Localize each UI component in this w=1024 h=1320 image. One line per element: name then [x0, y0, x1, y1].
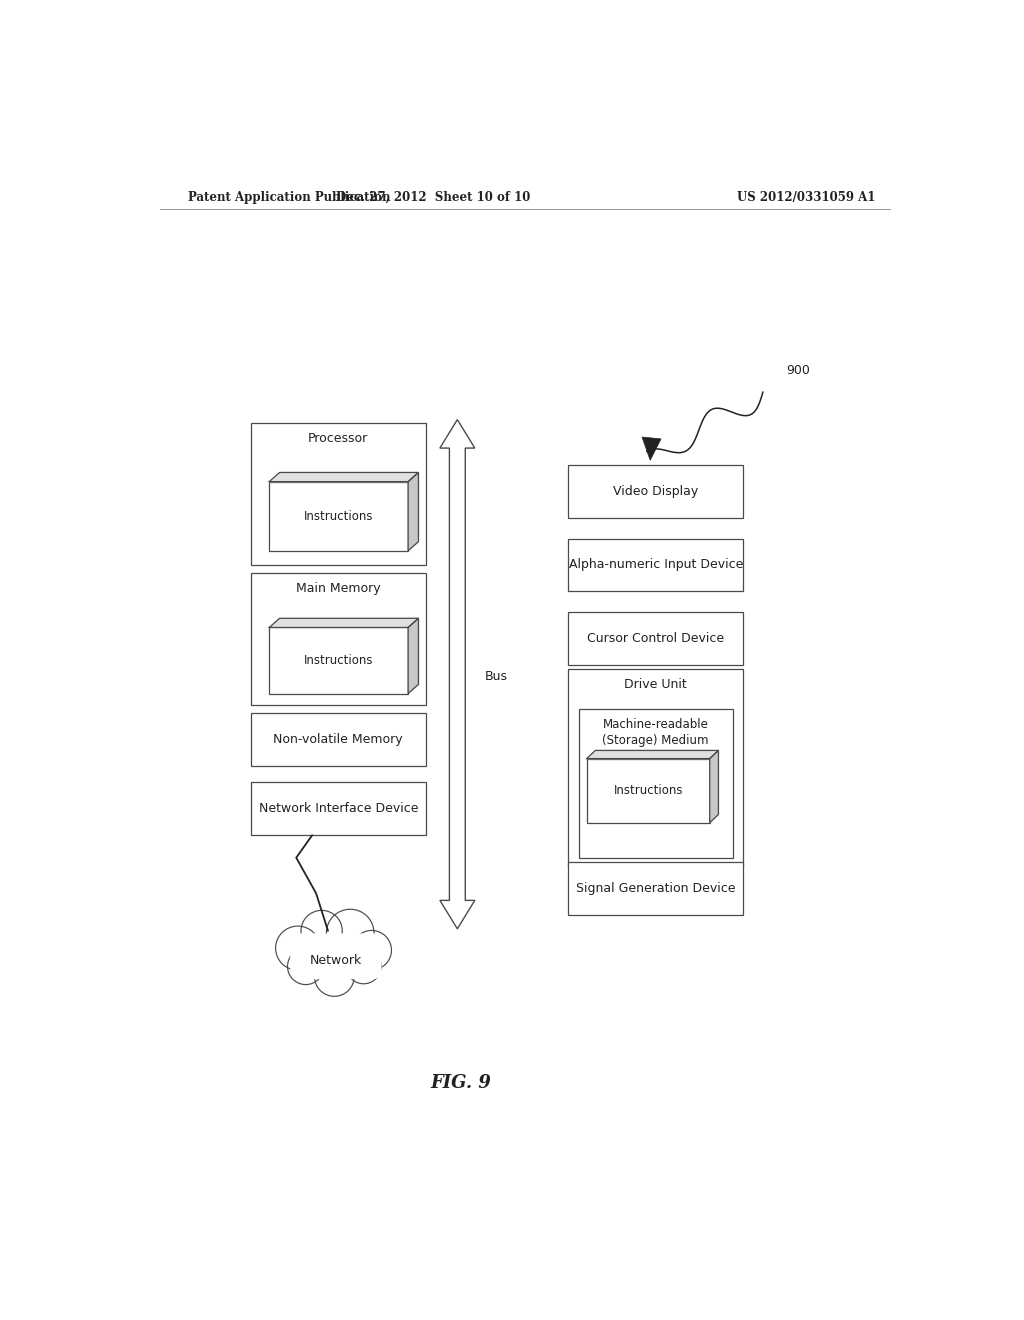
Text: FIG. 9: FIG. 9	[431, 1074, 492, 1093]
FancyBboxPatch shape	[568, 466, 743, 519]
Ellipse shape	[327, 909, 374, 957]
Text: Dec. 27, 2012  Sheet 10 of 10: Dec. 27, 2012 Sheet 10 of 10	[336, 190, 530, 203]
Text: Main Memory: Main Memory	[296, 582, 381, 595]
Ellipse shape	[352, 931, 391, 970]
Polygon shape	[440, 420, 475, 929]
Text: Drive Unit: Drive Unit	[625, 678, 687, 692]
Polygon shape	[409, 618, 419, 693]
FancyBboxPatch shape	[251, 713, 426, 766]
Text: Instructions: Instructions	[304, 510, 374, 523]
FancyBboxPatch shape	[587, 759, 710, 822]
FancyBboxPatch shape	[269, 482, 409, 550]
FancyBboxPatch shape	[568, 611, 743, 664]
FancyBboxPatch shape	[251, 573, 426, 705]
Text: Signal Generation Device: Signal Generation Device	[575, 882, 735, 895]
Text: Network Interface Device: Network Interface Device	[258, 803, 418, 816]
Ellipse shape	[346, 949, 381, 983]
Polygon shape	[269, 473, 419, 482]
Text: Non-volatile Memory: Non-volatile Memory	[273, 734, 403, 746]
FancyBboxPatch shape	[568, 669, 743, 867]
Polygon shape	[642, 437, 662, 461]
FancyBboxPatch shape	[568, 539, 743, 591]
Text: 900: 900	[786, 364, 811, 378]
FancyBboxPatch shape	[251, 422, 426, 565]
Text: Alpha-numeric Input Device: Alpha-numeric Input Device	[568, 558, 743, 572]
FancyBboxPatch shape	[251, 783, 426, 836]
Ellipse shape	[314, 957, 354, 997]
Text: Machine-readable
(Storage) Medium: Machine-readable (Storage) Medium	[602, 718, 709, 747]
Ellipse shape	[275, 927, 321, 970]
Text: Bus: Bus	[485, 671, 508, 684]
Text: Patent Application Publication: Patent Application Publication	[187, 190, 390, 203]
Ellipse shape	[288, 948, 324, 985]
FancyBboxPatch shape	[568, 862, 743, 915]
Text: Processor: Processor	[308, 432, 369, 445]
FancyBboxPatch shape	[269, 627, 409, 693]
Text: Instructions: Instructions	[613, 784, 683, 797]
Ellipse shape	[301, 911, 342, 952]
FancyBboxPatch shape	[579, 709, 733, 858]
Text: Video Display: Video Display	[613, 486, 698, 498]
Text: US 2012/0331059 A1: US 2012/0331059 A1	[737, 190, 876, 203]
Text: Network: Network	[310, 954, 362, 966]
Polygon shape	[710, 751, 719, 822]
Polygon shape	[269, 618, 419, 627]
Polygon shape	[409, 473, 419, 550]
Polygon shape	[587, 751, 719, 759]
Text: Cursor Control Device: Cursor Control Device	[587, 632, 724, 644]
Text: Instructions: Instructions	[304, 653, 374, 667]
FancyBboxPatch shape	[290, 933, 382, 979]
